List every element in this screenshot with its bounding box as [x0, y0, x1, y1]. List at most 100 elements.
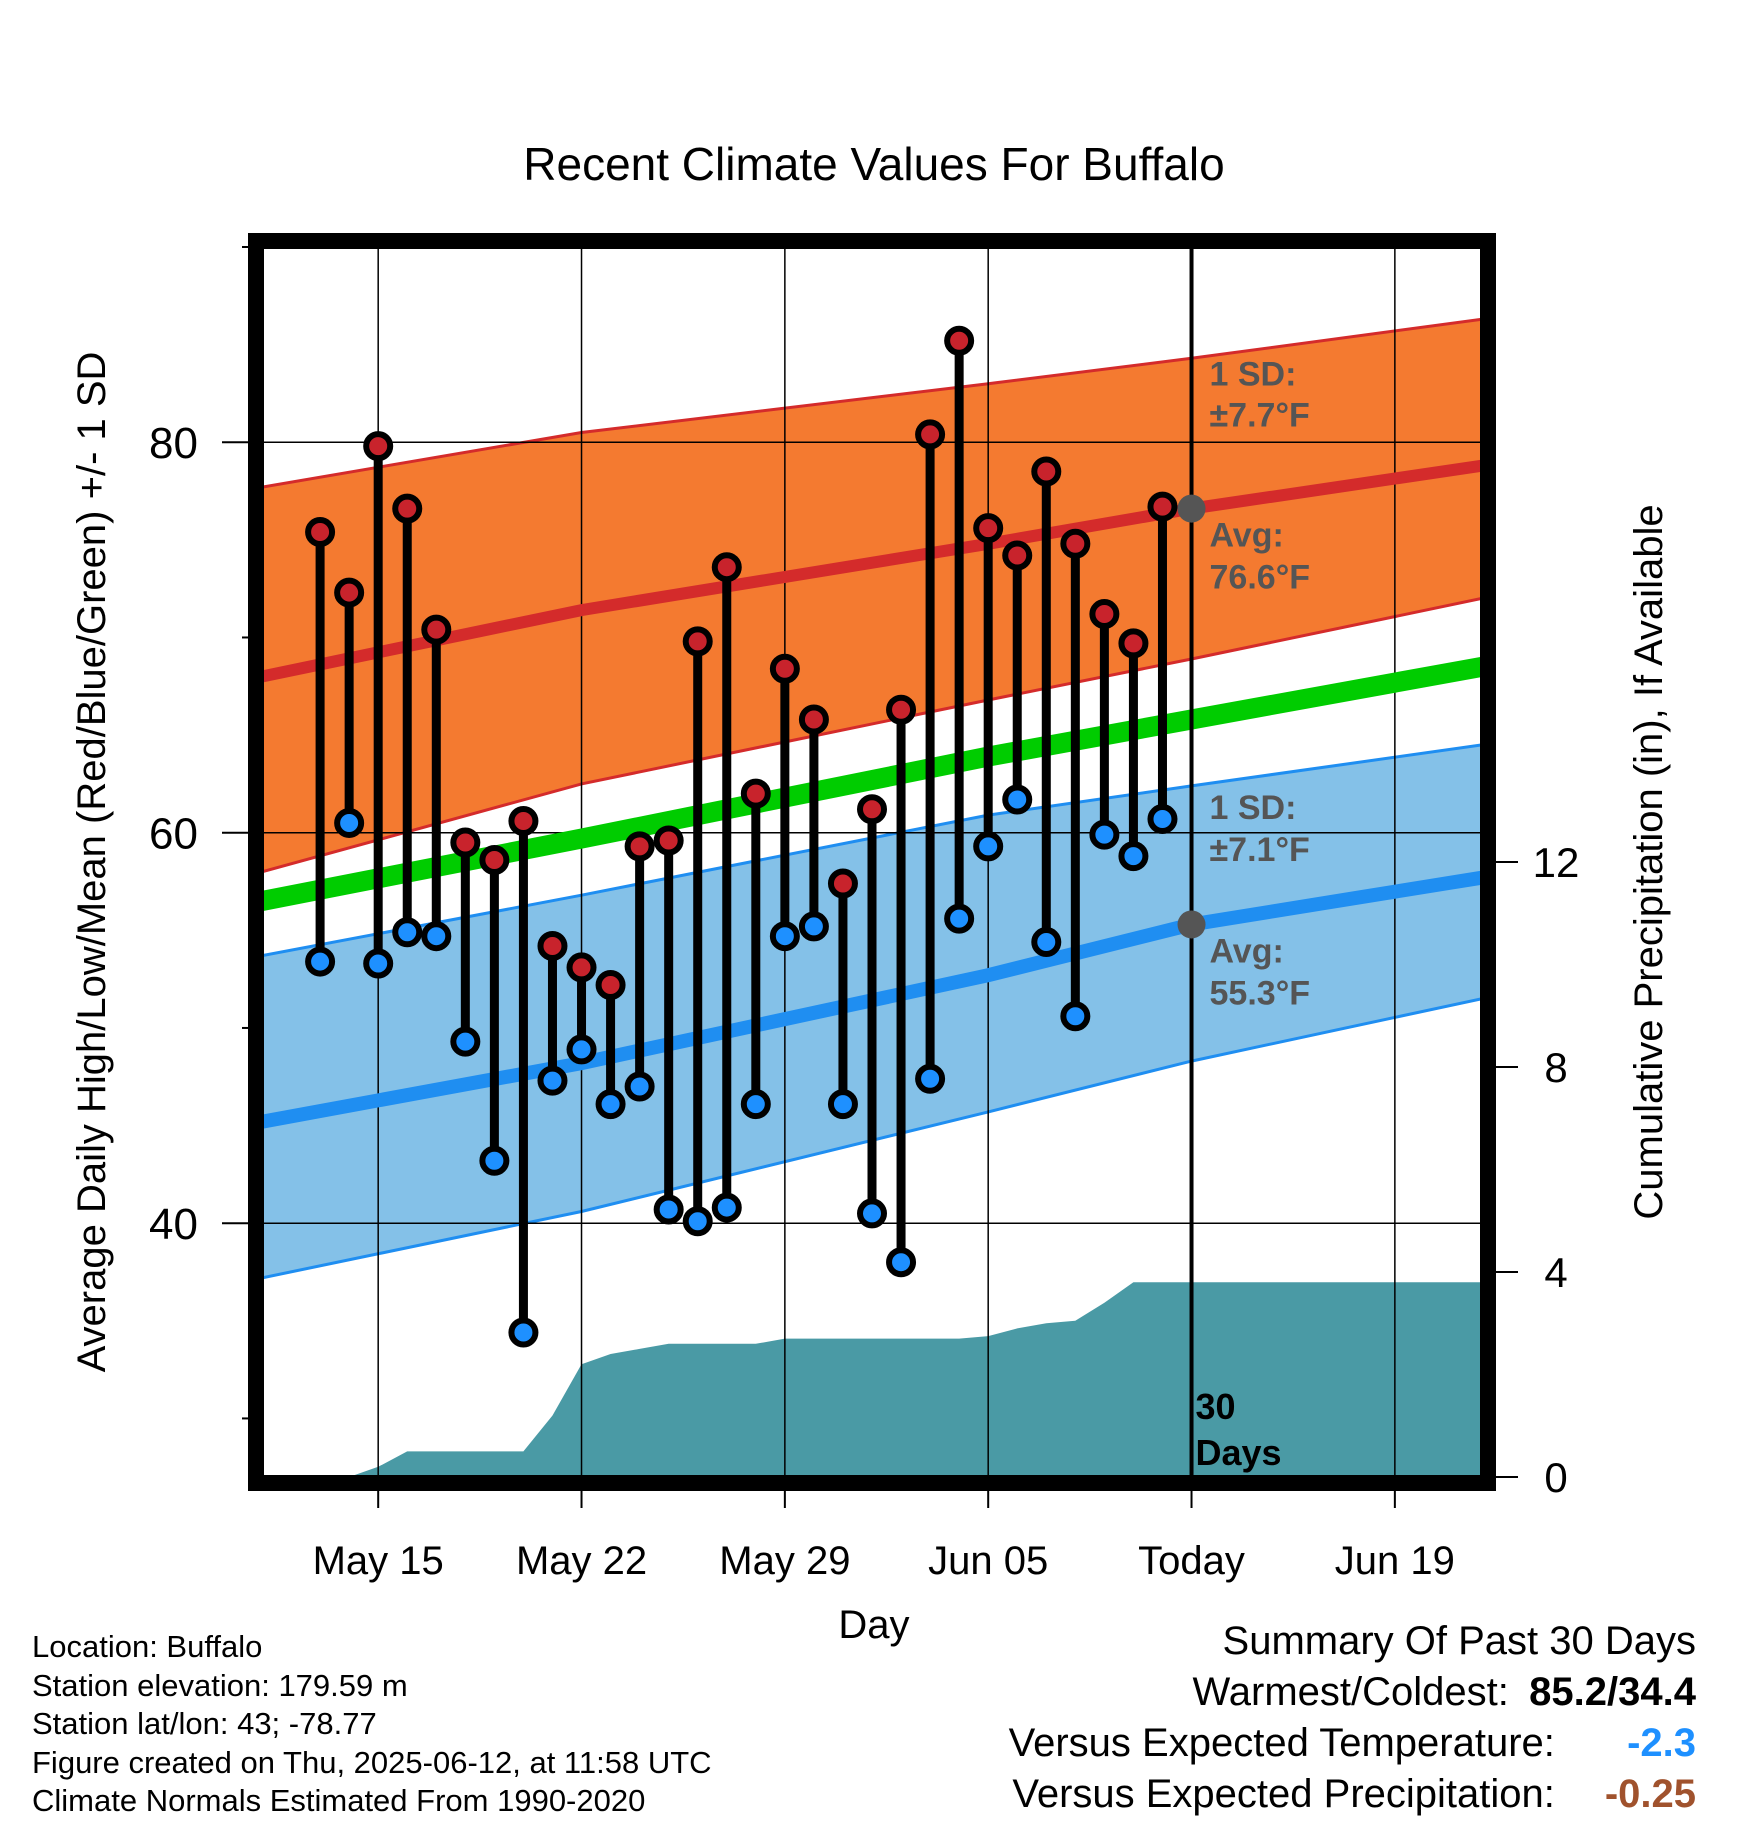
summary-temp-row: Versus Expected Temperature: -2.3: [1009, 1718, 1696, 1769]
observed-low-point-2025-06-04: [944, 903, 975, 934]
y2-tick-label-4: 4: [1544, 1249, 1567, 1296]
observed-high-point-2025-05-24: [624, 831, 655, 862]
observed-high-point-2025-05-17: [421, 614, 452, 645]
observations-layer: [305, 325, 1178, 1348]
observed-high-point-2025-05-31: [827, 868, 858, 899]
observed-high-point-2025-06-01: [857, 794, 887, 825]
observed-low-point-2025-05-13: [305, 946, 336, 977]
observed-low-point-2025-05-25: [653, 1194, 684, 1225]
low-sd-value: ±7.1°F: [1210, 831, 1310, 869]
observed-low-point-2025-06-10: [1118, 841, 1149, 872]
observed-high-point-2025-06-04: [944, 325, 975, 356]
observed-high-point-2025-05-16: [392, 493, 423, 524]
precip-area: [262, 1282, 1482, 1477]
observed-low-point-2025-05-17: [421, 921, 452, 952]
observed-low-point-2025-05-27: [711, 1192, 742, 1223]
observed-low-point-2025-06-09: [1089, 819, 1120, 850]
observed-high-point-2025-06-02: [886, 694, 917, 725]
x-tick-label-today: Today: [1138, 1539, 1245, 1583]
warmest-label: Warmest/Coldest:: [1192, 1670, 1509, 1714]
observed-low-point-2025-06-11: [1147, 804, 1178, 835]
observed-low-point-2025-06-08: [1060, 1001, 1091, 1032]
observed-high-point-2025-05-25: [653, 825, 684, 856]
observed-low-point-2025-06-03: [915, 1063, 946, 1094]
observed-high-point-2025-05-18: [450, 827, 481, 858]
days-count-word: Days: [1196, 1432, 1282, 1473]
x-tick-label-jun-05: Jun 05: [928, 1539, 1048, 1583]
summary-heading: Summary Of Past 30 Days: [1222, 1619, 1696, 1663]
y2-tick-label-8: 8: [1544, 1044, 1567, 1091]
observed-high-point-2025-05-20: [508, 806, 539, 836]
today-high-avg-marker: [1177, 494, 1206, 523]
warmest-value: 85.2/34.4: [1529, 1670, 1696, 1714]
days-count-number: 30: [1196, 1386, 1236, 1427]
observed-high-point-2025-06-11: [1147, 491, 1178, 522]
normal-low-line: [262, 870, 1482, 1129]
low-sd-label: 1 SD:: [1210, 789, 1297, 827]
x-tick-label-may-22: May 22: [516, 1539, 647, 1583]
today-low-avg-marker: [1177, 910, 1206, 939]
chart-title: Recent Climate Values For Buffalo: [523, 138, 1224, 190]
figure-created: Figure created on Thu, 2025-06-12, at 11…: [32, 1744, 712, 1780]
station-elevation: Station elevation: 179.59 m: [32, 1667, 408, 1703]
observed-high-point-2025-06-03: [915, 419, 946, 450]
high-sd-label: 1 SD:: [1210, 355, 1297, 393]
high-avg-value: 76.6°F: [1210, 559, 1311, 597]
observed-low-point-2025-05-21: [537, 1065, 568, 1096]
observed-low-point-2025-05-29: [769, 921, 800, 952]
observed-low-point-2025-05-30: [798, 911, 829, 942]
today-layer: [1177, 247, 1206, 1477]
precip-anomaly-label: Versus Expected Precipitation:: [1012, 1772, 1555, 1816]
observed-high-point-2025-06-05: [973, 513, 1004, 544]
station-location: Location: Buffalo: [32, 1629, 263, 1664]
observed-high-point-2025-05-15: [363, 431, 394, 462]
observed-low-point-2025-05-26: [682, 1206, 713, 1237]
y-tick-label-40: 40: [149, 1200, 198, 1249]
temp-anomaly-value: -2.3: [1627, 1721, 1696, 1765]
observed-low-point-2025-05-19: [479, 1145, 510, 1176]
observed-low-point-2025-06-06: [1002, 784, 1033, 815]
high-sd-band: [262, 319, 1482, 872]
summary-precip-row: Versus Expected Precipitation: -0.25: [1009, 1769, 1696, 1820]
observed-high-point-2025-06-09: [1089, 599, 1120, 630]
observed-high-point-2025-05-23: [595, 970, 626, 1000]
x-tick-label-jun-19: Jun 19: [1335, 1539, 1455, 1583]
observed-low-point-2025-06-02: [886, 1247, 917, 1278]
observed-low-point-2025-05-14: [334, 807, 365, 838]
observed-high-point-2025-06-07: [1031, 456, 1062, 487]
axes-layer: 40 60 80 0 4 8 12 May 15 May 22 May 29 Jun 05 Today…: [149, 233, 1580, 1583]
climate-normals-source: Climate Normals Estimated From 1990-2020: [32, 1783, 646, 1818]
plot-area: [262, 247, 1482, 1477]
observed-low-point-2025-05-18: [450, 1026, 481, 1057]
y-tick-label-60: 60: [149, 810, 198, 859]
low-avg-label: Avg:: [1210, 932, 1284, 970]
observed-low-point-2025-05-22: [566, 1034, 597, 1065]
observed-high-point-2025-05-26: [682, 626, 713, 657]
y2-tick-label-0: 0: [1544, 1454, 1567, 1501]
temp-anomaly-label: Versus Expected Temperature:: [1008, 1721, 1555, 1765]
x-axis-label: Day: [838, 1603, 909, 1647]
high-avg-label: Avg:: [1210, 517, 1284, 555]
y2-axis-label: Cumulative Precipitation (in), If Availa…: [1627, 504, 1671, 1219]
observed-high-point-2025-06-06: [1002, 540, 1033, 571]
observed-high-point-2025-05-13: [305, 517, 336, 548]
low-avg-value: 55.3°F: [1210, 974, 1311, 1012]
observed-high-point-2025-05-27: [711, 552, 742, 583]
observed-low-point-2025-05-16: [392, 917, 423, 948]
x-tick-label-may-29: May 29: [719, 1539, 850, 1583]
observed-low-point-2025-05-24: [624, 1071, 655, 1102]
observed-high-point-2025-05-21: [537, 930, 568, 961]
observed-low-point-2025-06-05: [973, 831, 1004, 862]
observed-high-point-2025-05-22: [566, 952, 597, 983]
y-tick-label-80: 80: [149, 419, 198, 468]
y2-tick-label-12: 12: [1533, 839, 1580, 886]
observed-high-point-2025-05-14: [334, 577, 365, 608]
observed-high-point-2025-05-29: [769, 653, 800, 684]
precipitation-area-layer: [262, 1282, 1482, 1477]
observed-low-point-2025-05-28: [740, 1089, 771, 1120]
observed-high-point-2025-05-28: [740, 778, 771, 809]
summary-panel: Summary Of Past 30 Days Warmest/Coldest:…: [1009, 1616, 1696, 1820]
summary-warmest-row: Warmest/Coldest: 85.2/34.4: [1009, 1667, 1697, 1718]
